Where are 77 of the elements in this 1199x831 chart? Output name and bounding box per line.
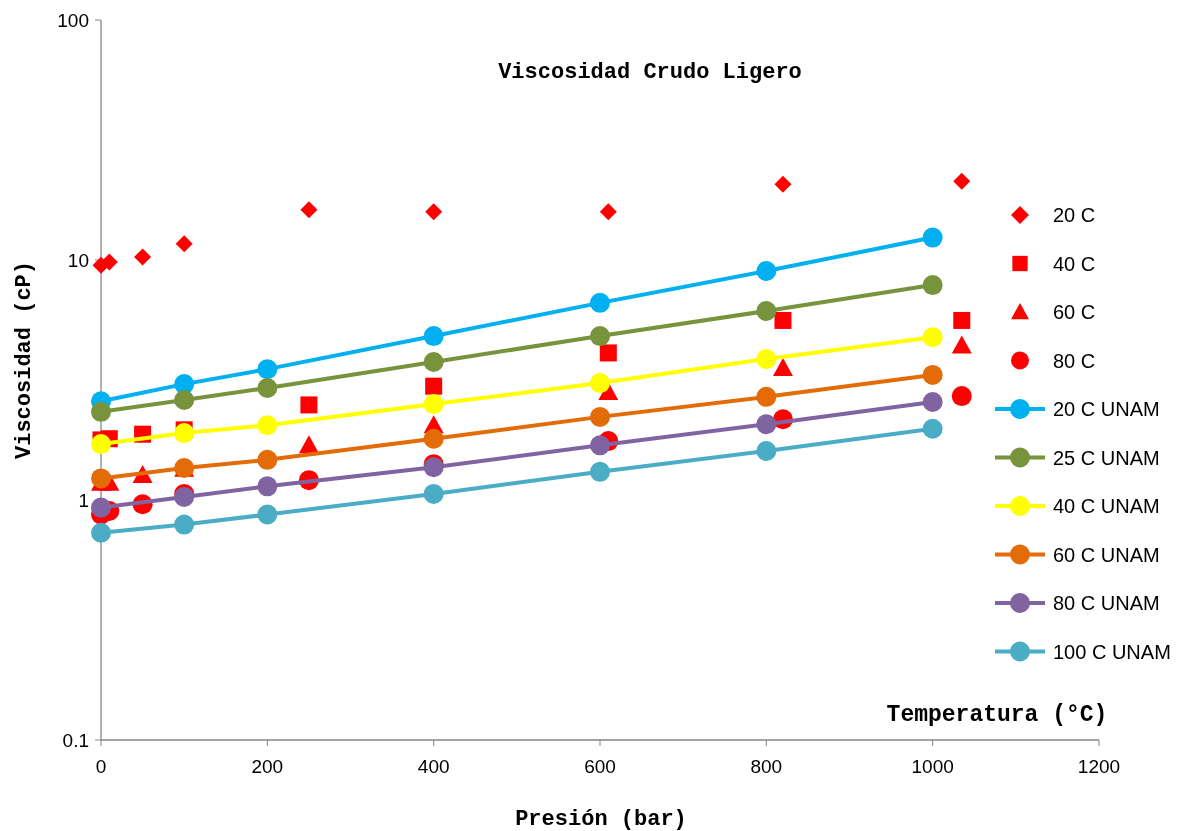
- point: [298, 435, 319, 454]
- x-tick-label: 200: [251, 756, 284, 777]
- point: [423, 351, 444, 372]
- point: [91, 522, 111, 543]
- y-tick-label: 1: [78, 489, 89, 511]
- point: [91, 434, 111, 455]
- legend-label: 40 C UNAM: [1053, 495, 1160, 517]
- point: [91, 497, 111, 518]
- point: [174, 514, 195, 535]
- point: [257, 415, 278, 436]
- x-tick-label: 400: [417, 756, 450, 777]
- point: [134, 248, 152, 266]
- point: [590, 435, 610, 456]
- point: [590, 406, 610, 427]
- point: [756, 386, 777, 407]
- legend-label: 25 C UNAM: [1053, 446, 1160, 469]
- y-axis-title: Viscosidad (cP): [12, 260, 37, 460]
- point: [425, 377, 443, 395]
- legend-label: 60 C UNAM: [1053, 543, 1160, 566]
- point: [922, 418, 943, 439]
- point: [91, 401, 111, 422]
- legend-label: 100 C UNAM: [1053, 640, 1171, 663]
- point: [922, 275, 943, 296]
- point: [922, 392, 943, 413]
- point: [423, 394, 444, 415]
- legend-label: 40 C: [1053, 252, 1096, 275]
- point: [257, 449, 278, 470]
- y-tick-label: 100: [57, 9, 89, 31]
- legend-label: 60 C: [1053, 301, 1096, 323]
- point: [756, 441, 777, 462]
- point: [599, 203, 617, 221]
- text: Viscosidad Crudo Ligero: [498, 60, 802, 85]
- point: [599, 344, 617, 362]
- legend-label: 80 C: [1053, 349, 1096, 372]
- point: [300, 201, 318, 219]
- x-tick-label: 1200: [1077, 756, 1121, 777]
- point: [756, 301, 777, 322]
- point: [951, 386, 972, 407]
- point: [774, 175, 792, 193]
- point: [423, 483, 444, 504]
- point: [922, 364, 943, 385]
- x-tick-label: 800: [750, 756, 783, 777]
- point: [590, 373, 610, 394]
- point: [756, 260, 777, 281]
- point: [174, 423, 195, 444]
- legend-title: Temperatura (°C): [886, 702, 1108, 728]
- legend-label: 80 C UNAM: [1053, 592, 1160, 614]
- point: [257, 504, 278, 525]
- point: [300, 396, 318, 414]
- point: [423, 428, 444, 449]
- point: [590, 461, 610, 482]
- point: [174, 390, 195, 411]
- point: [922, 327, 943, 348]
- point: [257, 476, 278, 497]
- y-tick-label: 10: [67, 249, 89, 271]
- point: [774, 311, 792, 329]
- point: [425, 203, 443, 221]
- legend-label: 20 C UNAM: [1053, 398, 1160, 420]
- point: [756, 348, 777, 369]
- point: [175, 235, 193, 253]
- point: [257, 377, 278, 398]
- x-tick-label: 0: [95, 756, 107, 777]
- x-axis-title: Presión (bar): [515, 807, 687, 831]
- legend-label: 20 C: [1053, 204, 1096, 226]
- y-tick-label: 0.1: [62, 729, 89, 751]
- point: [951, 335, 972, 354]
- point: [590, 292, 610, 313]
- point: [922, 227, 943, 248]
- point: [772, 357, 793, 376]
- point: [423, 326, 444, 347]
- point: [756, 414, 777, 435]
- point: [953, 311, 971, 329]
- point: [257, 359, 278, 380]
- x-tick-label: 1000: [911, 756, 954, 777]
- point: [590, 326, 610, 347]
- point: [953, 172, 971, 190]
- x-tick-label: 600: [584, 756, 616, 777]
